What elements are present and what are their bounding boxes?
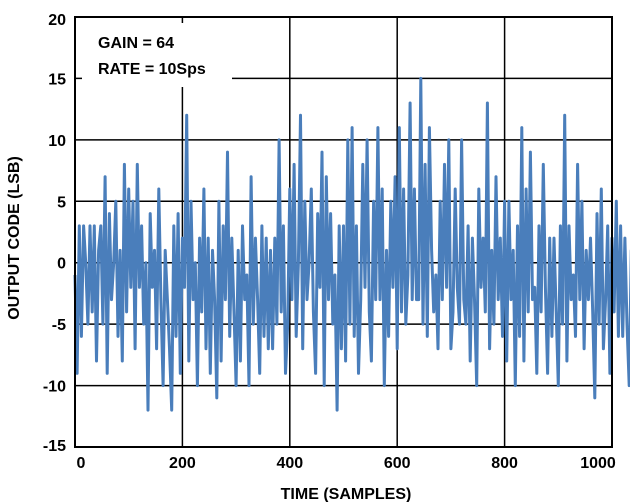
output-code-line — [73, 76, 630, 412]
y-tick-label--15: -15 — [43, 438, 66, 455]
y-tick-label--5: -5 — [52, 317, 66, 334]
annotation-box — [82, 23, 232, 87]
x-tick-label-200: 200 — [169, 455, 196, 472]
y-tick-label--10: -10 — [43, 379, 66, 396]
x-tick-labels: 0 200 400 600 800 1000 — [77, 455, 616, 472]
series-output-code — [73, 76, 630, 412]
x-axis-label: TIME (SAMPLES) — [281, 486, 412, 502]
y-tick-labels: -15 -10 -5 0 5 10 15 20 — [43, 12, 66, 455]
y-tick-label-0: 0 — [57, 256, 66, 273]
x-tick-label-800: 800 — [491, 455, 518, 472]
y-axis-label: OUTPUT CODE (LSB) — [6, 156, 23, 320]
y-tick-label-20: 20 — [48, 12, 66, 29]
plot-frame — [74, 16, 613, 448]
x-tick-label-1000: 1000 — [580, 455, 616, 472]
annotation-gain: GAIN = 64 — [98, 35, 174, 52]
y-tick-label-5: 5 — [57, 194, 66, 211]
x-tick-label-400: 400 — [276, 455, 303, 472]
x-tick-label-0: 0 — [77, 455, 86, 472]
annotation-rate: RATE = 10Sps — [98, 61, 206, 78]
x-tick-label-600: 600 — [384, 455, 411, 472]
y-tick-label-10: 10 — [48, 133, 66, 150]
y-tick-label-15: 15 — [48, 71, 66, 88]
